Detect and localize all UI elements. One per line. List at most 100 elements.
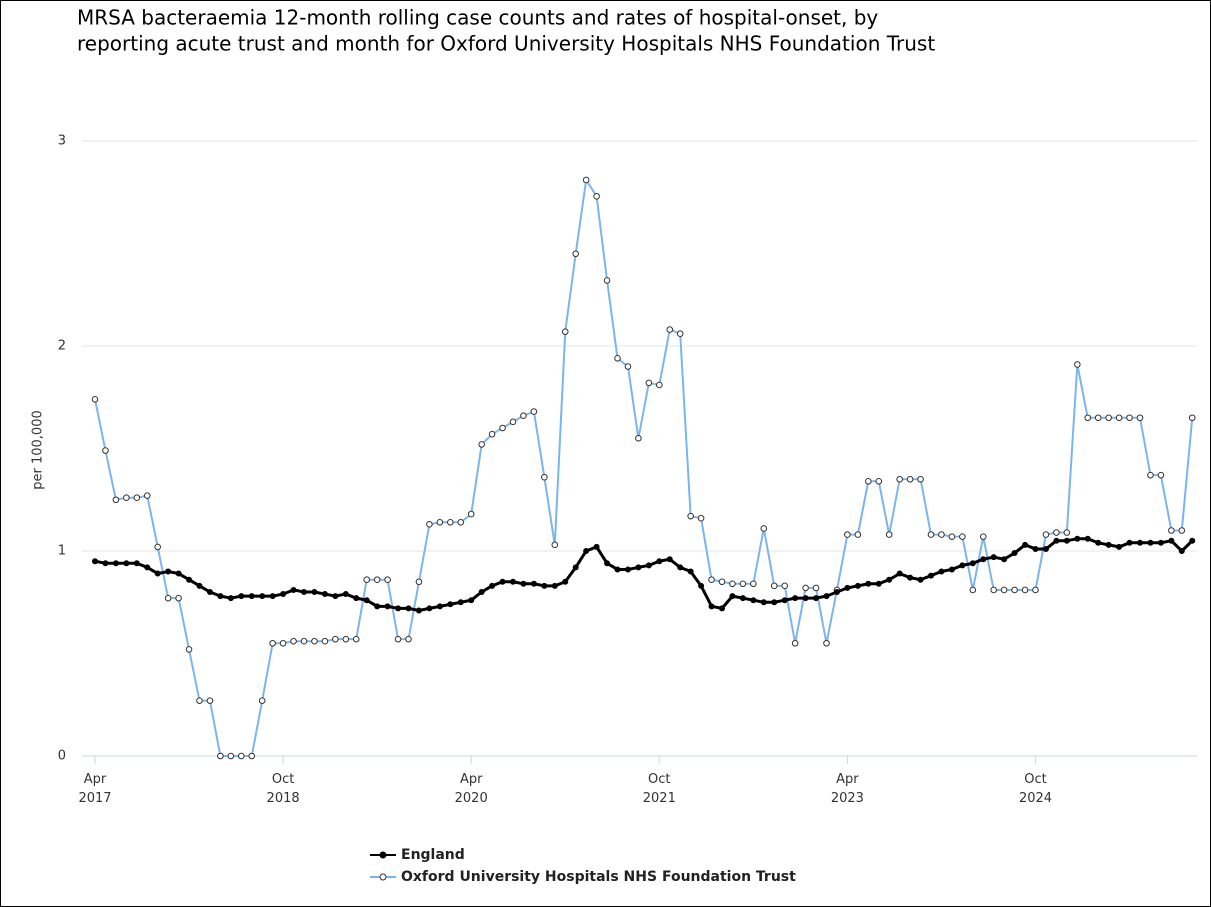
- data-point: [1053, 529, 1060, 536]
- x-tick-label-line: 2023: [831, 791, 864, 806]
- data-point: [206, 697, 214, 704]
- data-point: [603, 277, 611, 284]
- data-point: [823, 593, 830, 600]
- data-point: [760, 525, 768, 532]
- x-tick-label-line: Oct: [272, 772, 294, 787]
- data-point: [770, 582, 778, 590]
- data-point: [384, 603, 391, 610]
- data-point: [1168, 527, 1175, 534]
- data-point: [572, 250, 580, 258]
- data-point: [447, 519, 454, 526]
- y-tick-label: 3: [58, 134, 66, 149]
- data-point: [175, 570, 182, 577]
- data-point: [635, 434, 642, 442]
- data-point: [906, 475, 914, 483]
- data-point: [1094, 414, 1102, 422]
- data-point: [478, 441, 485, 448]
- data-point: [792, 595, 799, 602]
- data-point: [865, 580, 872, 587]
- data-point: [520, 580, 527, 587]
- data-point: [969, 560, 976, 567]
- data-point: [979, 533, 987, 540]
- data-point: [457, 519, 465, 526]
- data-point: [290, 586, 297, 593]
- data-point: [1147, 539, 1154, 546]
- x-tick-label-line: Oct: [1024, 772, 1046, 787]
- data-point: [415, 578, 423, 586]
- data-point: [185, 646, 193, 653]
- data-point: [917, 475, 924, 483]
- data-point: [561, 328, 569, 335]
- data-point: [1001, 556, 1008, 563]
- data-point: [133, 494, 141, 502]
- data-point: [1136, 414, 1144, 422]
- data-point: [687, 568, 694, 575]
- series-line: [94, 537, 1194, 612]
- data-point: [374, 603, 381, 610]
- data-point: [509, 418, 517, 426]
- data-point: [1188, 414, 1196, 422]
- data-point: [123, 560, 130, 567]
- data-point: [1063, 537, 1070, 544]
- data-point: [1074, 535, 1081, 542]
- data-point: [164, 594, 172, 602]
- data-point: [144, 564, 151, 571]
- data-point: [488, 430, 496, 438]
- data-point: [719, 605, 725, 612]
- data-point: [907, 574, 914, 581]
- data-point: [342, 635, 350, 643]
- data-point: [259, 593, 266, 600]
- series-line: [94, 177, 1194, 757]
- data-point: [238, 752, 245, 760]
- data-point: [959, 562, 966, 569]
- legend-marker: [379, 851, 387, 859]
- data-point: [687, 512, 694, 520]
- data-point: [990, 554, 997, 561]
- data-point: [279, 639, 287, 647]
- data-point: [196, 697, 203, 704]
- data-point: [415, 607, 422, 614]
- data-point: [206, 589, 213, 595]
- data-point: [1137, 539, 1143, 546]
- data-point: [896, 570, 903, 577]
- data-point: [541, 473, 548, 481]
- data-point: [363, 597, 370, 604]
- data-point: [530, 408, 538, 415]
- data-point: [1178, 548, 1185, 554]
- data-point: [311, 637, 318, 645]
- data-point: [342, 591, 349, 598]
- data-point: [154, 543, 161, 551]
- data-point: [436, 603, 443, 610]
- data-point: [102, 447, 109, 454]
- data-point: [885, 531, 893, 538]
- data-point: [426, 605, 433, 612]
- data-point: [175, 594, 182, 602]
- data-point: [645, 379, 653, 387]
- data-point: [143, 492, 151, 499]
- y-axis-label: per 100,000: [31, 410, 46, 490]
- data-point: [196, 582, 203, 589]
- data-point: [844, 584, 851, 591]
- data-point: [948, 566, 955, 573]
- data-point: [447, 601, 454, 608]
- data-point: [1189, 537, 1196, 544]
- data-point: [186, 576, 193, 583]
- data-point: [154, 570, 161, 577]
- data-point: [697, 514, 705, 522]
- data-point: [92, 558, 98, 565]
- data-point: [541, 582, 548, 589]
- x-tick-label: Apr 2017: [78, 772, 111, 806]
- data-point: [990, 586, 998, 594]
- data-point: [227, 752, 235, 760]
- x-tick-label-line: Apr: [84, 772, 107, 787]
- data-point: [227, 595, 234, 602]
- data-point: [562, 578, 569, 585]
- data-point: [771, 599, 778, 606]
- data-point: [1105, 414, 1112, 422]
- data-point: [676, 330, 684, 338]
- data-point: [1147, 471, 1154, 479]
- data-point: [1042, 531, 1050, 538]
- x-tick-label: Oct 2024: [1019, 772, 1052, 806]
- data-point: [436, 519, 444, 526]
